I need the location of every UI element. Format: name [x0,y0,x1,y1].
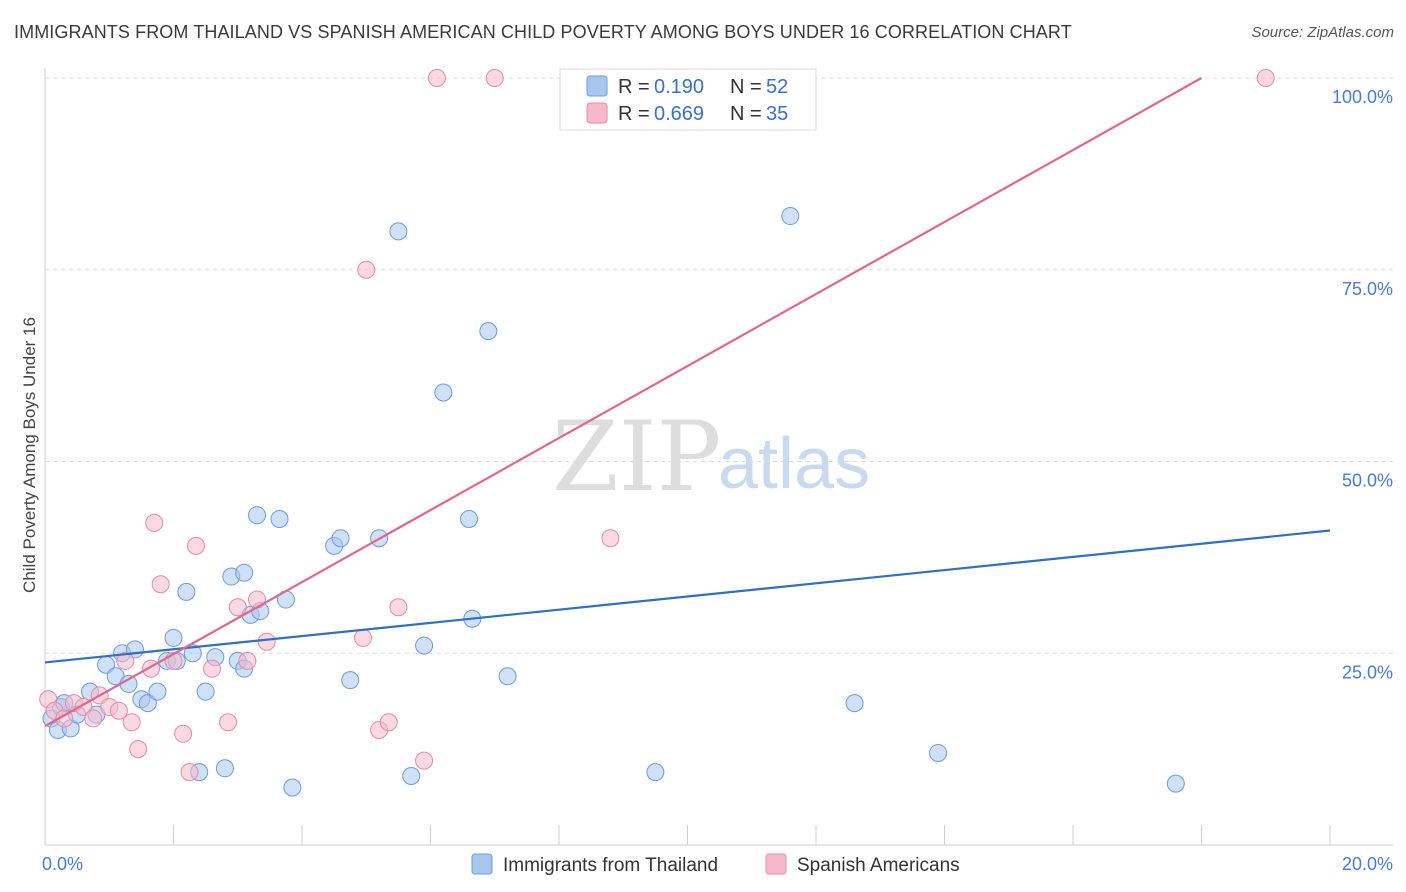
spanish-point-25 [354,628,373,647]
legend-r-label-2: R = [618,103,650,125]
legend: R = 0.190 N = 52 R = 0.669 N = 35 [559,68,817,131]
thailand-point-50 [929,743,948,762]
spanish-point-5 [84,709,103,728]
bottom-legend-swatch-thailand [471,853,493,875]
thailand-point-42 [434,383,453,402]
thailand-point-14 [138,694,157,713]
bottom-legend-label-thailand: Immigrants from Thailand [503,855,718,876]
spanish-point-13 [145,513,164,532]
thailand-point-47 [646,763,665,782]
thailand-point-34 [283,778,302,797]
thailand-point-15 [148,682,167,701]
bottom-legend: Immigrants from Thailand Spanish America… [471,853,960,876]
thailand-point-49 [845,694,864,713]
legend-r-label-1: R = [618,76,650,98]
thailand-point-22 [196,682,215,701]
spanish-point-11 [129,740,148,759]
thailand-point-41 [415,636,434,655]
spanish-point-28 [379,713,398,732]
spanish-point-30 [415,751,434,770]
thailand-point-46 [498,667,517,686]
thailand-trend-line [44,529,1331,664]
spanish-point-22 [238,651,257,670]
source-label: Source: ZipAtlas.com [1251,24,1394,41]
thailand-point-39 [389,222,408,241]
spanish-point-33 [601,529,620,548]
spanish-point-16 [174,724,193,743]
spanish-point-21 [228,598,247,617]
y-tick-label-0: 25.0% [1342,662,1393,682]
y-axis-label: Child Poverty Among Boys Under 16 [20,317,39,593]
spanish-point-32 [485,69,504,87]
spanish-point-19 [203,659,222,678]
legend-n-label-1: N = [730,76,762,98]
spanish-point-29 [389,598,408,617]
chart-title: IMMIGRANTS FROM THAILAND VS SPANISH AMER… [14,22,1072,42]
thailand-point-36 [331,529,350,548]
thailand-point-45 [479,322,498,341]
spanish-point-26 [357,260,376,279]
thailand-point-19 [177,582,196,601]
y-tick-labels: 25.0% 50.0% 75.0% 100.0% [1332,87,1393,682]
spanish-point-23 [248,590,267,609]
gridlines [45,77,1393,654]
bottom-legend-swatch-spanish [765,853,787,875]
legend-n-label-2: N = [730,103,762,125]
thailand-point-32 [270,510,289,529]
thailand-point-27 [235,563,254,582]
watermark-atlas: atlas [718,424,870,504]
y-tick-label-1: 50.0% [1342,471,1393,491]
y-tick-label-2: 75.0% [1342,279,1393,299]
thailand-point-37 [341,671,360,690]
spanish-point-8 [109,701,128,720]
legend-swatch-pink [586,102,608,124]
axes [44,68,1393,846]
legend-swatch-blue [586,75,608,97]
spanish-point-14 [151,575,170,594]
bottom-legend-label-spanish: Spanish Americans [797,855,960,876]
thailand-point-48 [781,207,800,226]
legend-n-value-2: 35 [766,103,788,125]
thailand-point-43 [460,510,479,529]
spanish-point-24 [257,632,276,651]
spanish-trend-line [44,77,1203,728]
thailand-point-30 [248,506,267,525]
legend-r-value-2: 0.669 [654,103,704,125]
spanish-point-20 [219,713,238,732]
spanish-point-9 [116,651,135,670]
thailand-point-20 [183,644,202,663]
thailand-point-11 [119,674,138,693]
x-tick-label-min: 0.0% [42,854,83,874]
watermark-zip: ZIP [552,401,721,513]
spanish-point-31 [427,69,446,87]
spanish-point-17 [180,763,199,782]
thailand-point-51 [1166,774,1185,793]
y-tick-label-3: 100.0% [1332,87,1393,107]
legend-n-value-1: 52 [766,76,788,98]
trend-lines [44,77,1331,728]
spanish-point-2 [55,709,74,728]
spanish-point-34 [1256,69,1275,87]
series-spanish-points [39,69,1275,782]
legend-r-value-1: 0.190 [654,76,704,98]
thailand-point-40 [402,766,421,785]
thailand-point-17 [164,628,183,647]
thailand-point-24 [215,759,234,778]
spanish-point-10 [122,713,141,732]
x-tick-label-max: 20.0% [1342,854,1393,874]
spanish-point-18 [186,536,205,555]
